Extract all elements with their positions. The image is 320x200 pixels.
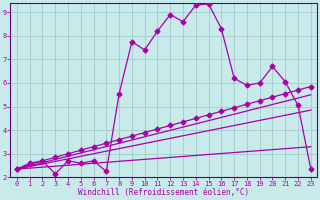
- X-axis label: Windchill (Refroidissement éolien,°C): Windchill (Refroidissement éolien,°C): [78, 188, 249, 197]
